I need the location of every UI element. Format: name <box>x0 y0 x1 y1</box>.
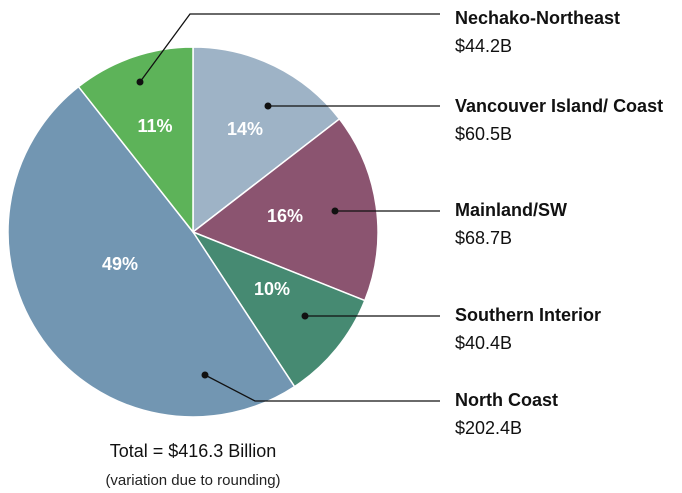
pie-slice <box>191 230 366 388</box>
legend-name: Mainland/SW <box>455 200 567 220</box>
pie-slice <box>192 46 341 234</box>
percent-label: 16% <box>267 206 303 226</box>
legend-entry: Mainland/SW $68.7B <box>455 196 682 252</box>
legend-value: $60.5B <box>455 124 513 144</box>
legend-value: $40.4B <box>455 333 513 353</box>
legend-entry: Nechako-Northeast $44.2B <box>455 4 682 60</box>
leader-dot <box>201 371 209 379</box>
legend-name: Vancouver Island/ Coast <box>455 96 664 116</box>
legend-name: Nechako-Northeast <box>455 8 621 28</box>
legend-name: Southern Interior <box>455 305 602 325</box>
legend-value: $44.2B <box>455 36 513 56</box>
legend-entry: Southern Interior $40.4B <box>455 301 682 357</box>
leader-dots <box>136 78 339 379</box>
leader-line <box>139 13 440 83</box>
legend-entry: North Coast $202.4B <box>455 386 682 442</box>
leader-lines <box>139 13 440 402</box>
percent-label: 14% <box>227 119 263 139</box>
percent-label: 49% <box>102 254 138 274</box>
leader-line <box>204 374 440 402</box>
pie-slice <box>77 46 194 235</box>
leader-dot <box>331 207 339 215</box>
leader-dot <box>301 312 309 320</box>
pie-slice <box>7 85 296 418</box>
percent-label: 11% <box>137 116 172 136</box>
pie-slice <box>191 117 379 302</box>
note: (variation due to rounding) <box>105 472 280 489</box>
legend-name: North Coast <box>455 390 558 410</box>
leader-dot <box>136 78 144 86</box>
percent-label: 10% <box>254 279 290 299</box>
legend-entry: Vancouver Island/ Coast $60.5B <box>455 92 682 148</box>
total-label: Total = $416.3 Billion <box>110 441 277 461</box>
legend-value: $68.7B <box>455 228 513 248</box>
leader-dot <box>264 102 272 110</box>
legend-value: $202.4B <box>455 418 523 438</box>
